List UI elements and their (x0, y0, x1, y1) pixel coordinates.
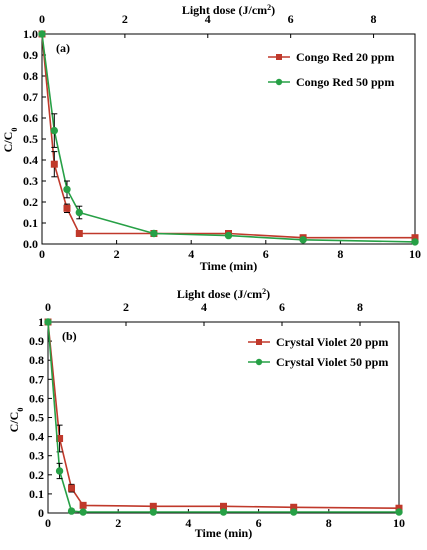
series-line (41, 33, 415, 239)
y-axis-title: C/C0 (7, 408, 25, 433)
x-tick-label: 8 (326, 516, 332, 530)
top-x-tick-label: 4 (205, 12, 211, 26)
series-50ppm (44, 318, 403, 516)
data-point (79, 508, 87, 516)
y-tick-label: 0.0 (23, 237, 38, 251)
y-tick-label: 0 (38, 506, 44, 520)
y-tick-label: 0.3 (29, 449, 44, 463)
chart-panel-b: 0 2 4 6 8 10 0 2 4 6 8 0 0.1 0.2 0.3 0.4 0.5 0.6 0.7 0.8 0.9… (7, 287, 405, 541)
y-tick-label: 0.6 (29, 391, 44, 405)
x-tick-label: 10 (409, 247, 421, 261)
top-axis-title: Light dose (J/cm2) (177, 287, 270, 302)
data-point (67, 507, 76, 515)
y-tick-label: 0.3 (23, 174, 38, 188)
legend-swatch-marker (255, 358, 263, 366)
top-x-tick-label: 0 (39, 12, 45, 26)
y-tick-label: 0.7 (23, 90, 38, 104)
chart-panel-a: 0 2 4 6 8 10 0 2 4 6 8 0.0 0.1 0.2 0.3 0.4 0.5 0.6 0.7 0.8 0… (1, 3, 421, 274)
data-point (38, 30, 46, 38)
data-point (50, 160, 58, 168)
legend-label: Crystal Violet 50 ppm (276, 355, 388, 369)
data-point (219, 508, 228, 516)
y-tick-label: 0.1 (23, 216, 38, 230)
y-tick-label: 0.9 (23, 48, 38, 62)
legend-swatch-marker (275, 78, 283, 86)
y-tick-label: 0.5 (23, 132, 38, 146)
series-line (47, 321, 399, 513)
data-point (150, 229, 158, 238)
panel-label: (b) (62, 329, 77, 343)
y-tick-label: 0.9 (29, 334, 44, 348)
y-tick-label: 0.8 (23, 69, 38, 83)
x-tick-label: 2 (114, 247, 120, 261)
x-tick-label: 4 (188, 247, 194, 261)
x-tick-label: 0 (39, 247, 45, 261)
top-axis-title: Light dose (J/cm2) (182, 3, 275, 18)
y-tick-label: 0.8 (29, 353, 44, 367)
data-point (44, 318, 52, 326)
y-tick-label: 0.6 (23, 111, 38, 125)
legend-label: Congo Red 50 ppm (296, 75, 394, 89)
legend-swatch-marker (256, 339, 262, 345)
legend-label: Crystal Violet 20 ppm (276, 335, 388, 349)
legend-entry: Crystal Violet 50 ppm (248, 355, 388, 369)
y-tick-label: 0.4 (23, 153, 38, 167)
y-tick-label: 0.7 (29, 372, 44, 386)
top-x-tick-label: 0 (45, 300, 51, 314)
data-point (395, 508, 403, 516)
data-point (50, 126, 59, 135)
data-point (149, 508, 158, 516)
y-tick-label: 0.2 (23, 195, 38, 209)
top-x-tick-label: 2 (123, 300, 129, 314)
data-point (68, 484, 76, 492)
top-x-tick-label: 6 (288, 12, 294, 26)
y-tick-label: 0.5 (29, 411, 44, 425)
data-point (75, 230, 83, 237)
x-tick-label: 2 (115, 516, 121, 530)
data-point (75, 208, 84, 217)
data-point (63, 204, 71, 212)
y-tick-label: 1 (38, 315, 44, 329)
x-tick-label: 6 (263, 247, 269, 261)
top-x-tick-label: 6 (279, 300, 285, 314)
data-point (290, 508, 298, 516)
x-tick-label: 8 (337, 247, 343, 261)
plot-frame (41, 33, 416, 245)
y-tick-label: 0.2 (29, 468, 44, 482)
top-x-tick-label: 2 (122, 12, 128, 26)
data-point (55, 467, 64, 475)
y-tick-label: 0.1 (29, 487, 44, 501)
legend-entry: Congo Red 20 ppm (268, 50, 394, 64)
plot-frame (47, 321, 400, 514)
top-x-tick-label: 4 (201, 300, 207, 314)
data-point (224, 231, 233, 240)
x-tick-label: 10 (393, 516, 405, 530)
x-axis-title: Time (min) (200, 259, 257, 273)
legend-swatch-marker (276, 54, 282, 60)
legend-label: Congo Red 20 ppm (296, 50, 394, 64)
top-x-tick-label: 8 (371, 12, 377, 26)
top-x-tick-label: 8 (357, 300, 363, 314)
y-axis-title: C/C0 (1, 128, 19, 153)
panel-label: (a) (56, 41, 70, 55)
y-tick-label: 1.0 (23, 27, 38, 41)
data-point (79, 501, 87, 509)
data-point (63, 185, 71, 194)
data-point (299, 236, 307, 244)
legend-entry: Congo Red 50 ppm (268, 75, 394, 89)
legend-entry: Crystal Violet 20 ppm (248, 335, 388, 349)
y-tick-label: 0.4 (29, 430, 44, 444)
x-tick-label: 6 (256, 516, 262, 530)
series-50ppm (38, 30, 419, 246)
x-tick-label: 0 (45, 516, 51, 530)
x-tick-label: 4 (185, 516, 191, 530)
series-line (41, 33, 416, 243)
series-line (47, 321, 400, 509)
x-axis-title: Time (min) (195, 526, 252, 540)
data-point (411, 238, 419, 246)
